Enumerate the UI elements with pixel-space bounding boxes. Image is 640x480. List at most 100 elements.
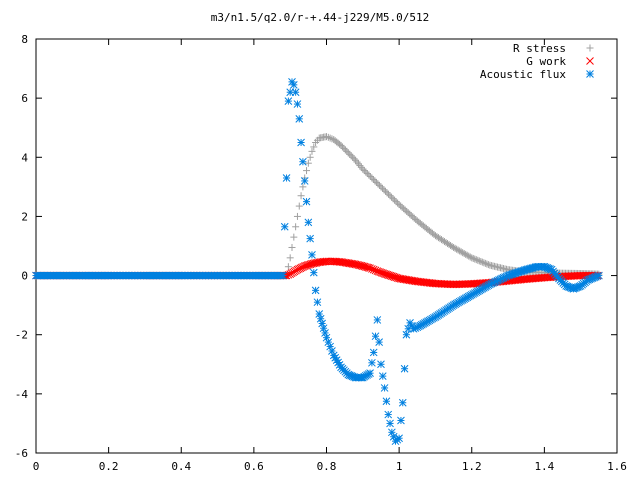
data-point (326, 134, 334, 142)
data-point (388, 428, 396, 437)
data-point (393, 274, 402, 282)
data-point (385, 190, 393, 198)
data-point (478, 258, 486, 266)
data-point (341, 146, 349, 154)
data-point (315, 310, 324, 318)
x-tick-label: 0.6 (244, 460, 264, 473)
x-tick-label: 1.2 (462, 460, 482, 473)
x-tick-label: 1.4 (534, 460, 554, 473)
data-point (374, 180, 382, 188)
data-point (472, 256, 480, 264)
data-point (297, 138, 305, 147)
data-point (340, 144, 348, 152)
data-point (366, 369, 374, 378)
data-point (322, 257, 331, 266)
data-point (380, 384, 389, 392)
data-point (368, 174, 376, 182)
data-point (324, 133, 332, 141)
data-point (388, 272, 396, 281)
data-point (365, 171, 373, 179)
data-point (295, 114, 304, 123)
data-point (481, 259, 489, 267)
data-point (475, 257, 483, 265)
data-point (347, 152, 355, 160)
data-point (284, 263, 292, 271)
data-point (306, 234, 315, 243)
series-acoustic-flux (32, 78, 603, 446)
data-point (466, 253, 474, 261)
data-point (366, 173, 374, 181)
data-point (371, 332, 380, 341)
data-point (286, 254, 294, 262)
data-point (451, 244, 459, 252)
x-tick-label: 0 (33, 460, 40, 473)
data-point (357, 163, 365, 171)
data-point (390, 273, 399, 281)
x-tick-label: 1.6 (607, 460, 627, 473)
data-point (354, 160, 362, 168)
data-point (391, 196, 399, 204)
data-point (318, 319, 326, 328)
data-point (300, 177, 309, 185)
data-point (310, 143, 318, 151)
data-point (299, 157, 307, 166)
legend-label: G work (526, 55, 566, 68)
y-tick-label: 6 (21, 92, 28, 105)
data-point (456, 247, 464, 255)
data-point (398, 398, 407, 407)
data-point (460, 250, 468, 258)
data-point (324, 257, 333, 266)
data-point (300, 262, 309, 270)
data-point (363, 263, 372, 272)
data-point (375, 338, 384, 346)
data-point (303, 261, 312, 270)
data-point (289, 80, 298, 89)
data-point (462, 250, 470, 258)
data-point (291, 88, 300, 97)
data-point (321, 329, 329, 337)
data-point (395, 434, 403, 443)
y-tick-label: 2 (21, 210, 28, 223)
data-point (377, 183, 385, 191)
data-point (346, 150, 354, 158)
data-point (279, 271, 287, 280)
data-point (375, 181, 383, 189)
plot-frame (35, 38, 618, 454)
data-point (350, 155, 358, 163)
data-point (465, 252, 473, 260)
data-point (468, 254, 476, 262)
data-point (353, 260, 361, 269)
x-tick-label: 1 (396, 460, 403, 473)
data-point (483, 260, 491, 268)
data-point (308, 147, 316, 155)
data-point (386, 192, 394, 200)
data-point (360, 167, 368, 175)
x-tick-label: 0.2 (99, 460, 119, 473)
chart-title: m3/n1.5/q2.0/r-+.44-j229/M5.0/512 (211, 11, 430, 24)
data-point (450, 243, 458, 251)
y-tick-label: -4 (15, 388, 29, 401)
data-point (382, 270, 390, 279)
data-point (303, 167, 311, 175)
y-tick-label: 0 (21, 270, 28, 283)
data-point (469, 254, 477, 262)
data-point (361, 263, 370, 271)
data-point (392, 273, 401, 282)
data-point (319, 324, 328, 333)
data-point (284, 97, 293, 105)
data-point (397, 416, 405, 425)
data-point (354, 261, 363, 269)
data-point (338, 143, 346, 151)
data-point (305, 260, 313, 269)
data-point (292, 223, 300, 231)
data-point (302, 197, 311, 206)
data-point (344, 149, 352, 157)
data-point (392, 198, 400, 206)
data-point (386, 419, 394, 428)
data-point (377, 360, 385, 369)
data-point (454, 246, 462, 254)
data-point (323, 133, 330, 141)
data-point (360, 262, 369, 271)
y-tick-label: -6 (15, 447, 28, 460)
data-point (383, 270, 392, 279)
